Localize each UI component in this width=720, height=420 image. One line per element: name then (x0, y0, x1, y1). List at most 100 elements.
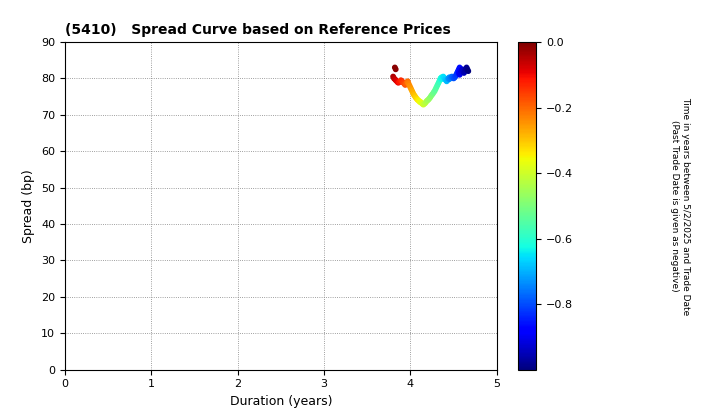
Point (396, 78, 408, 84)
Point (392, 79, 403, 85)
Point (390, 77, 402, 84)
Point (427, 90, 438, 97)
Point (451, 71, 462, 78)
Point (413, 97, 425, 104)
Point (418, 100, 430, 107)
Point (419, 100, 431, 107)
Point (400, 81, 411, 88)
Point (458, 70, 469, 76)
Point (405, 84, 416, 91)
Point (452, 68, 464, 74)
Point (414, 99, 426, 105)
Point (423, 95, 435, 102)
Point (412, 96, 423, 103)
Point (418, 101, 429, 108)
Point (432, 81, 444, 87)
Point (443, 75, 454, 82)
Point (410, 94, 421, 101)
Point (462, 68, 474, 74)
Text: (5410)   Spread Curve based on Reference Prices: (5410) Spread Curve based on Reference P… (65, 23, 451, 37)
Point (426, 92, 437, 99)
Y-axis label: Spread (bp): Spread (bp) (22, 169, 35, 243)
Point (404, 82, 415, 89)
Point (402, 79, 413, 86)
Point (425, 94, 436, 101)
Point (457, 68, 469, 74)
Point (389, 64, 400, 71)
Point (388, 75, 400, 82)
Point (410, 95, 422, 102)
Point (448, 75, 459, 82)
Point (459, 68, 471, 74)
Point (389, 76, 400, 82)
Point (431, 84, 442, 91)
Point (454, 68, 465, 74)
Point (423, 96, 434, 103)
Point (409, 92, 420, 99)
Point (454, 64, 465, 71)
Point (443, 75, 454, 82)
Point (390, 66, 402, 73)
Point (405, 86, 417, 93)
Point (453, 70, 464, 76)
Point (429, 88, 441, 94)
Point (400, 81, 412, 87)
Point (402, 78, 413, 85)
Point (426, 92, 438, 98)
Point (449, 73, 461, 80)
Point (417, 100, 428, 107)
Point (455, 70, 467, 76)
Point (436, 74, 448, 81)
Point (421, 97, 433, 104)
Point (433, 79, 445, 85)
Point (436, 76, 447, 82)
Point (446, 73, 458, 80)
Point (431, 82, 443, 89)
Point (447, 74, 459, 81)
Point (438, 73, 449, 80)
Point (392, 79, 404, 86)
Point (441, 78, 452, 85)
Point (455, 66, 467, 73)
Point (436, 74, 447, 81)
Point (403, 81, 415, 87)
Point (408, 92, 420, 98)
Point (449, 74, 460, 81)
Point (444, 76, 455, 82)
Point (408, 89, 419, 96)
Point (406, 88, 418, 94)
Point (439, 76, 451, 82)
Point (435, 75, 446, 82)
Point (415, 99, 426, 105)
Point (454, 71, 465, 78)
Point (434, 77, 446, 84)
Point (440, 77, 451, 84)
Point (397, 79, 408, 85)
Point (456, 66, 468, 73)
Point (430, 86, 441, 93)
Point (460, 66, 472, 73)
Point (395, 78, 406, 85)
Point (393, 79, 405, 85)
Point (435, 75, 446, 82)
Point (451, 70, 463, 76)
Point (391, 78, 402, 84)
X-axis label: Duration (years): Duration (years) (230, 395, 332, 408)
Point (456, 68, 467, 74)
Point (445, 74, 456, 81)
Point (444, 74, 455, 81)
Point (413, 97, 424, 104)
Point (462, 66, 473, 73)
Point (399, 81, 410, 87)
Point (395, 77, 407, 84)
Point (444, 75, 456, 82)
Y-axis label: Time in years between 5/2/2025 and Trade Date
(Past Trade Date is given as negat: Time in years between 5/2/2025 and Trade… (670, 97, 690, 315)
Point (461, 64, 472, 71)
Point (453, 66, 464, 73)
Point (438, 74, 450, 81)
Point (420, 99, 432, 105)
Point (416, 100, 428, 107)
Point (428, 89, 439, 96)
Point (422, 97, 433, 104)
Point (397, 79, 409, 86)
